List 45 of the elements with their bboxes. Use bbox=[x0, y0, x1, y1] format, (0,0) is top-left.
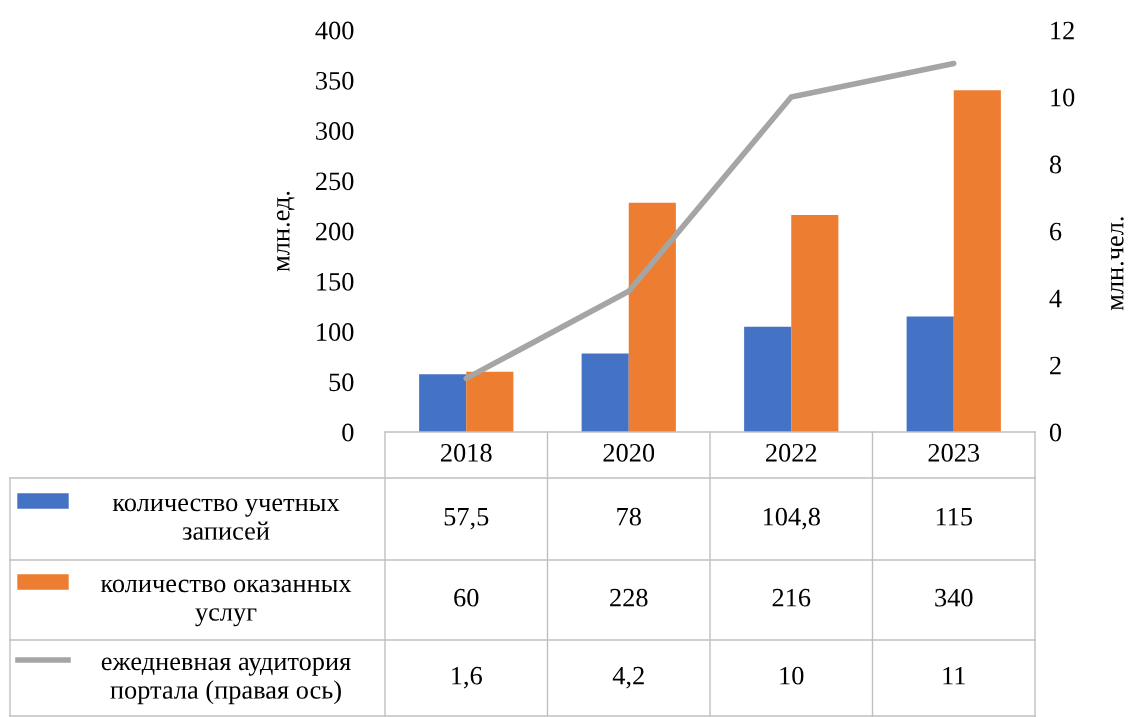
data-label: 11 bbox=[943, 666, 965, 685]
bar bbox=[953, 90, 1001, 432]
bar bbox=[791, 214, 839, 432]
y-tick-label: 150 bbox=[317, 272, 354, 291]
y-tick-label: 0 bbox=[342, 423, 354, 442]
y-tick-label: 200 bbox=[316, 222, 354, 241]
bar bbox=[906, 316, 954, 432]
y-tick-label: 100 bbox=[317, 323, 354, 341]
y2-tick-label: 6 bbox=[1050, 222, 1062, 241]
bar bbox=[744, 326, 792, 432]
x-tick-label: 2018 bbox=[441, 443, 492, 462]
y-tick-label: 350 bbox=[316, 71, 354, 90]
data-label: 104,8 bbox=[763, 507, 820, 530]
y2-tick-label: 2 bbox=[1050, 356, 1061, 375]
y2-tick-label: 10 bbox=[1051, 88, 1075, 107]
y2-tick-label: 12 bbox=[1051, 21, 1074, 40]
bar bbox=[419, 374, 467, 432]
y-tick-label: 300 bbox=[316, 122, 354, 140]
bar bbox=[581, 353, 629, 432]
y2-tick-label: 0 bbox=[1049, 423, 1062, 442]
data-label: 4,2 bbox=[612, 666, 644, 689]
x-tick-label: 2022 bbox=[766, 443, 817, 462]
y2-axis-title: млн.чел. bbox=[1110, 217, 1124, 311]
y-axis-title: млн.ед. bbox=[276, 191, 295, 272]
data-label: 60 bbox=[454, 588, 479, 607]
x-tick-label: 2020 bbox=[603, 443, 655, 462]
legend-label: количество оказанных услуг bbox=[100, 579, 352, 627]
x-tick-label: 2023 bbox=[928, 443, 980, 462]
data-label: 78 bbox=[617, 507, 641, 526]
data-label: 10 bbox=[780, 666, 804, 685]
y2-tick-label: 8 bbox=[1049, 155, 1062, 174]
y-tick-label: 50 bbox=[329, 373, 354, 392]
bar bbox=[466, 371, 514, 432]
data-label: 115 bbox=[936, 507, 973, 526]
data-label: 340 bbox=[935, 588, 973, 607]
data-label: 216 bbox=[772, 588, 811, 607]
y2-tick-label: 4 bbox=[1049, 289, 1062, 308]
data-label: 57,5 bbox=[444, 508, 489, 530]
data-label: 228 bbox=[610, 588, 648, 607]
y-tick-label: 250 bbox=[316, 172, 354, 191]
data-label: 1,6 bbox=[452, 666, 482, 689]
legend-label: ежедневная аудитория портала (правая ось) bbox=[101, 657, 351, 705]
y-tick-label: 400 bbox=[315, 21, 354, 40]
legend-label: количество учетных записей bbox=[112, 498, 340, 540]
bar bbox=[628, 202, 676, 432]
